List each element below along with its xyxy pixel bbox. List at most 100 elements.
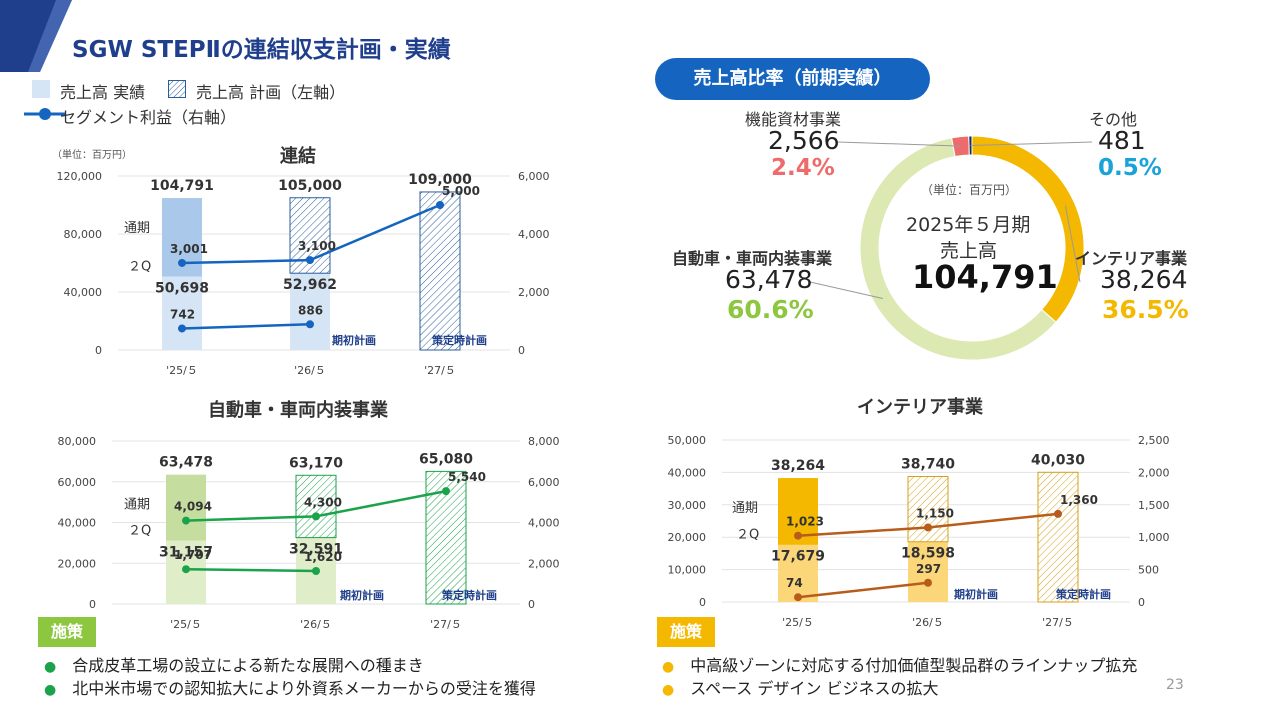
page-title: SGW STEPⅡの連結収支計画・実績 [72, 37, 451, 63]
page-number: 23 [1166, 677, 1184, 693]
measures-left-item: ● 合成皮革工場の設立による新たな展開への種まき [44, 652, 424, 676]
profit-label-half-year: 742 [170, 307, 195, 321]
legend-plan-label: 売上高 計画（左軸） [196, 83, 346, 102]
profit-label-half-year: 297 [916, 562, 941, 576]
bar-full-year-plan [1037, 471, 1079, 603]
legend-profit-line-icon [24, 108, 66, 120]
slice-label-automotive-name: 自動車・車両内装事業 [672, 249, 833, 268]
bar-half-year-actual [162, 276, 202, 350]
bullet-icon: ● [662, 659, 675, 675]
leader-line-interior [1064, 205, 1081, 283]
bullet-icon: ● [44, 682, 57, 698]
profit-label-full-year: 1,360 [1060, 493, 1098, 507]
profit-label-half-year: 886 [298, 303, 323, 317]
profit-line-half-year [797, 581, 929, 599]
leader-line-other [970, 141, 1093, 147]
profit-point-full-year [442, 487, 450, 496]
y2-tick-label: 2,000 [528, 557, 560, 570]
full-year-value-label: 109,000 [408, 172, 472, 188]
donut-slice-other [968, 135, 973, 156]
full-year-value-label: 104,791 [150, 178, 214, 194]
y-tick-label: 40,000 [64, 286, 103, 299]
profit-point-half-year [924, 578, 932, 587]
note-initial-plan: 期初計画 [954, 587, 998, 601]
measures-right-item: ● 中高級ゾーンに対応する付加価値型製品群のラインナップ拡充 [662, 652, 1137, 676]
slice-label-automotive-percent: 60.6% [727, 295, 814, 324]
slice-label-functional-name: 機能資材事業 [745, 110, 842, 129]
x-tick-label: '27/５ [430, 618, 462, 631]
full-year-value-label: 63,170 [289, 455, 343, 471]
note-initial-plan: 期初計画 [332, 333, 376, 347]
measures-right-item-text: 中高級ゾーンに対応する付加価値型製品群のラインナップ拡充 [690, 656, 1138, 675]
series-label-full-year: 通期 [124, 221, 150, 236]
slice-label-automotive-value: 63,478 [725, 265, 813, 294]
bar-full-year-plan [419, 191, 461, 351]
x-tick-label: '26/５ [294, 364, 326, 377]
donut-unit-label: （単位：百万円） [921, 183, 1018, 197]
profit-point-full-year [1054, 509, 1062, 518]
profit-label-full-year: 1,150 [916, 506, 954, 520]
slice-label-other-name: その他 [1089, 110, 1138, 129]
x-tick-label: '27/５ [424, 364, 456, 377]
bar-half-year-actual [778, 544, 818, 602]
half-year-value-label: 50,698 [155, 280, 209, 296]
profit-point-full-year [182, 516, 190, 525]
y-tick-label: 0 [95, 344, 102, 357]
series-label-full-year: 通期 [124, 498, 150, 513]
profit-label-full-year: 3,100 [298, 239, 336, 253]
y-tick-label: 120,000 [57, 170, 103, 183]
x-tick-label: '26/５ [912, 616, 944, 629]
x-tick-label: '25/５ [782, 616, 814, 629]
y-tick-label: 20,000 [58, 557, 97, 570]
bullet-icon: ● [44, 659, 57, 675]
slice-label-functional-percent: 2.4% [771, 155, 835, 181]
sales-ratio-title: 売上高比率（前期実績） [655, 58, 930, 100]
measures-left-item: ● 北中米市場での認知拡大により外資系メーカーからの受注を獲得 [44, 675, 536, 699]
bar-half-year-actual [290, 273, 330, 350]
profit-label-full-year: 3,001 [170, 242, 208, 256]
y-tick-label: 80,000 [64, 228, 103, 241]
series-label-full-year: 通期 [732, 501, 758, 516]
slice-label-other-value: 481 [1098, 126, 1146, 155]
half-year-value-label: 32,591 [289, 542, 343, 558]
y-tick-label: 40,000 [668, 466, 707, 479]
full-year-value-label: 38,264 [771, 458, 825, 474]
y2-tick-label: 2,500 [1138, 434, 1170, 447]
slice-label-interior-percent: 36.5% [1102, 295, 1189, 324]
profit-point-full-year [436, 201, 444, 209]
measures-right-item-text: スペース デザイン ビジネスの拡大 [690, 679, 939, 698]
profit-point-full-year [924, 523, 932, 532]
full-year-value-label: 105,000 [278, 178, 342, 194]
y2-tick-label: 0 [1138, 596, 1145, 609]
half-year-value-label: 17,679 [771, 549, 825, 565]
bullet-icon: ● [662, 682, 675, 698]
y-tick-label: 40,000 [58, 517, 97, 530]
profit-point-half-year [312, 566, 320, 575]
slice-label-other-percent: 0.5% [1098, 155, 1162, 181]
measures-left-item-text: 合成皮革工場の設立による新たな展開への種まき [72, 656, 424, 675]
y-tick-label: 80,000 [58, 435, 97, 448]
bar-half-year-actual [908, 541, 948, 602]
donut-center-total: 104,791 [912, 258, 1058, 296]
y2-tick-label: 0 [528, 598, 535, 611]
legend-plan-swatch [168, 80, 186, 98]
profit-label-full-year: 1,023 [786, 515, 824, 529]
x-tick-label: '25/５ [170, 618, 202, 631]
legend-actual-swatch [32, 80, 50, 98]
profit-label-full-year: 5,000 [442, 184, 480, 198]
interior-chart: 0 0 10,000 500 20,000 1,000 30,000 1,500 40,000 2… [668, 434, 1170, 629]
profit-line-half-year [185, 567, 317, 573]
interior-chart-title: インテリア事業 [857, 397, 983, 418]
consolidated-chart: 0 0 40,000 2,000 80,000 4,000 120,000 6,000 （単位：… [52, 148, 550, 377]
sales-ratio-donut [809, 135, 1093, 361]
leader-line-automotive [809, 281, 883, 299]
profit-label-half-year: 1,707 [174, 548, 212, 562]
automotive-chart-title: 自動車・車両内装事業 [208, 400, 388, 421]
full-year-value-label: 40,030 [1031, 452, 1085, 468]
slice-label-functional-value: 2,566 [768, 126, 840, 155]
bar-full-year-plan [295, 474, 337, 539]
x-tick-label: '25/５ [166, 364, 198, 377]
slice-label-interior-value: 38,264 [1100, 265, 1188, 294]
profit-line-half-year [181, 323, 311, 330]
donut-center-line1: 2025年５月期 [906, 214, 1031, 236]
